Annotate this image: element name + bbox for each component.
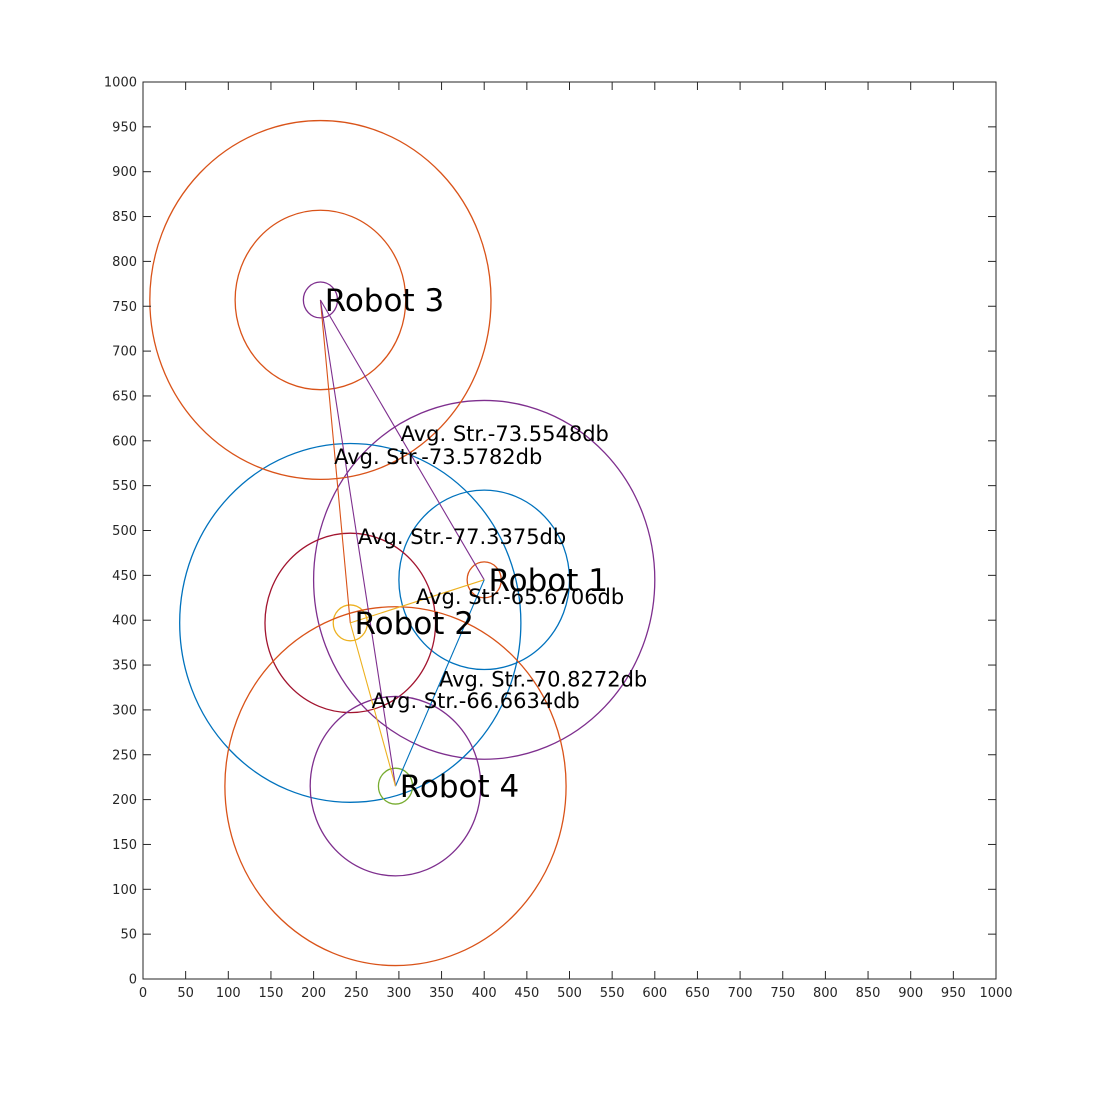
x-tick-label: 550 [600,986,625,1001]
y-tick-label: 800 [112,255,137,270]
link-line-3-4 [319,299,397,787]
y-tick-label: 500 [112,524,137,539]
x-tick-label: 250 [344,986,369,1001]
y-tick-label: 600 [112,434,137,449]
y-tick-label: 900 [112,165,137,180]
y-tick-label: 250 [112,748,137,763]
x-tick-label: 300 [386,986,411,1001]
y-tick-label: 400 [112,614,137,629]
link-strength-label: Avg. Str.-66.6634db [372,689,580,713]
link-lines [319,299,485,787]
link-strength-label: Avg. Str.-70.8272db [439,668,647,692]
robot-2-range-ring [264,532,437,714]
x-tick-label: 650 [685,986,710,1001]
y-tick-label: 1000 [104,76,137,91]
x-tick-label: 850 [856,986,881,1001]
x-tick-label: 900 [898,986,923,1001]
x-tick-label: 450 [514,986,539,1001]
robot-1-range-ring [398,489,571,671]
signal-rings [149,119,656,967]
y-tick-label: 700 [112,345,137,360]
robot-4-range-ring [309,695,482,877]
x-tick-label: 400 [472,986,497,1001]
y-tick-label: 350 [112,659,137,674]
axes: 0 50 100 150 200 250 300 350 400 450 500 550 600 650 7… [104,76,1013,1002]
x-tick-label: 350 [429,986,454,1001]
robot-3-range-ring [302,281,339,319]
x-tick-label: 200 [301,986,326,1001]
y-tick-label: 150 [112,838,137,853]
y-tick-label: 850 [112,210,137,225]
y-tick-label: 950 [112,120,137,135]
robot-3-range-ring [149,119,492,481]
x-tick-label: 1000 [979,986,1012,1001]
chart-labels: Robot 1 Robot 2 Robot 3 Robot 4 Avg. Str.-73… [325,283,648,805]
robot-4-range-ring [377,767,414,805]
y-tick-label: 50 [120,928,137,943]
x-tick-label: 150 [259,986,284,1001]
y-tick-label: 750 [112,300,137,315]
link-strength-label: Avg. Str.-77.3375db [358,525,566,549]
link-strength-label: Avg. Str.-73.5548db [401,422,609,446]
y-tick-label: 650 [112,389,137,404]
y-tick-label: 300 [112,703,137,718]
y-tick-label: 100 [112,883,137,898]
link-line-3-1 [319,299,485,581]
robot-1-label: Robot 1 [488,563,607,599]
robot-1-range-ring [466,561,502,599]
link-line-3-2 [319,299,351,623]
y-tick-label: 200 [112,793,137,808]
x-tick-label: 950 [941,986,966,1001]
plot-area [143,82,996,979]
y-tick-label: 0 [129,973,137,988]
x-tick-label: 500 [557,986,582,1001]
x-tick-label: 700 [728,986,753,1001]
x-tick-label: 600 [642,986,667,1001]
robot-1-range-ring [312,399,656,760]
robot-2-range-ring [332,604,368,642]
x-tick-label: 100 [216,986,241,1001]
x-tick-label: 0 [139,986,147,1001]
link-strength-label: Avg. Str.-73.5782db [334,445,542,469]
x-tick-label: 50 [177,986,194,1001]
robot-3-range-ring [234,209,407,391]
robot-4-label: Robot 4 [400,769,520,805]
y-tick-label: 550 [112,479,137,494]
link-line-2-4 [349,622,397,787]
link-line-2-1 [350,579,485,624]
x-tick-label: 750 [770,986,795,1001]
robot-2-range-ring [179,442,522,803]
robot-3-label: Robot 3 [325,283,445,319]
link-line-1-4 [394,579,485,787]
robot-2-label: Robot 2 [355,606,475,642]
y-tick-label: 450 [112,569,137,584]
link-strength-label: Avg. Str.-65.6706db [416,585,624,609]
x-tick-label: 800 [813,986,838,1001]
robot-4-range-ring [224,606,567,967]
